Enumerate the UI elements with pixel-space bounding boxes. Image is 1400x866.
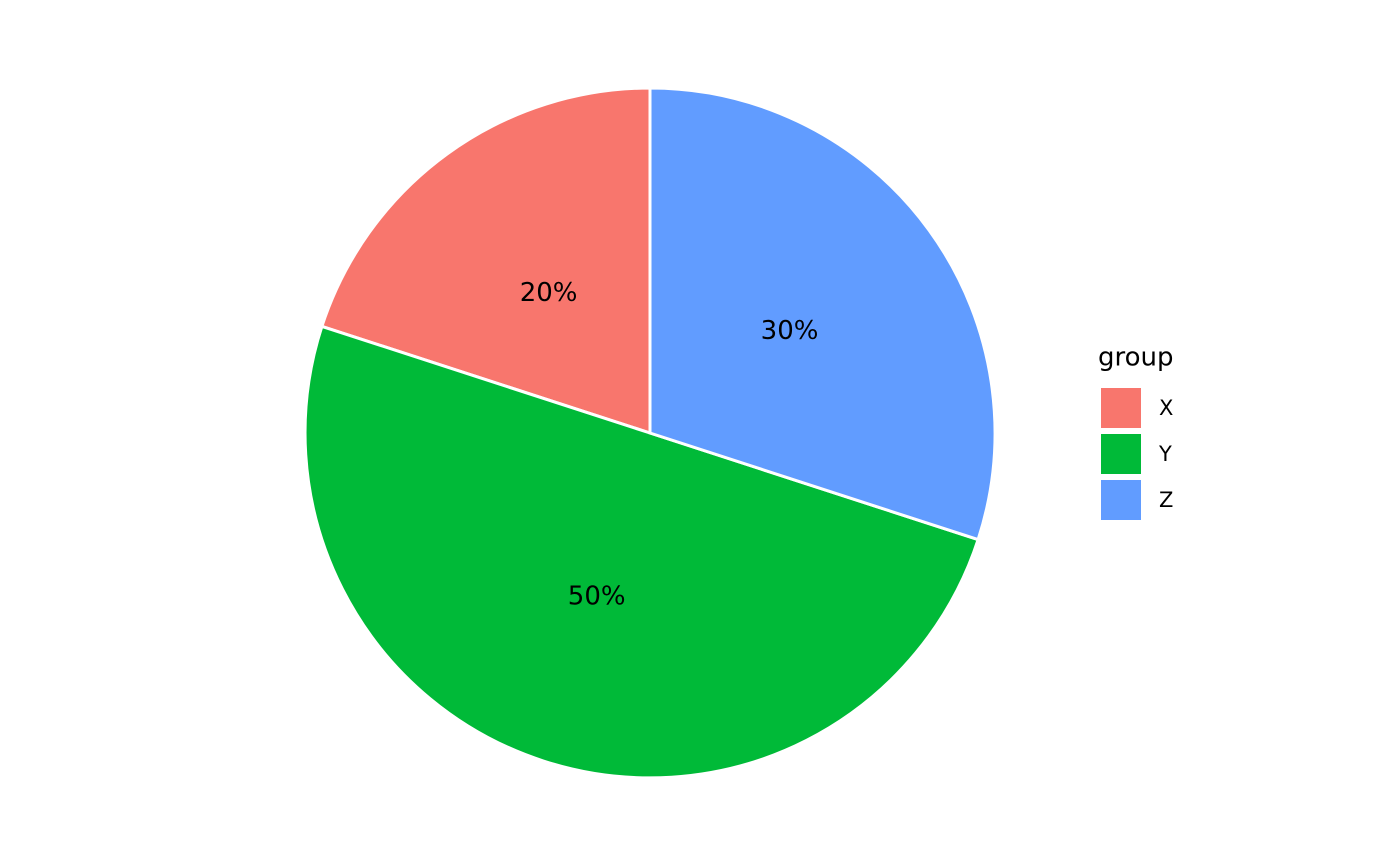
slice-label: 50% [568, 582, 626, 612]
pie-slice [303, 324, 981, 780]
pie-slice [648, 86, 997, 542]
legend-label: Z [1159, 488, 1173, 512]
legend-key [1101, 434, 1141, 474]
pie-slice [319, 86, 652, 436]
slice-label: 30% [761, 316, 819, 346]
legend-title: group [1098, 343, 1174, 373]
legend-key [1101, 480, 1141, 520]
legend-key [1101, 388, 1141, 428]
legend-label: Y [1158, 442, 1172, 466]
legend-label: X [1159, 396, 1173, 420]
slice-label: 20% [520, 278, 578, 308]
